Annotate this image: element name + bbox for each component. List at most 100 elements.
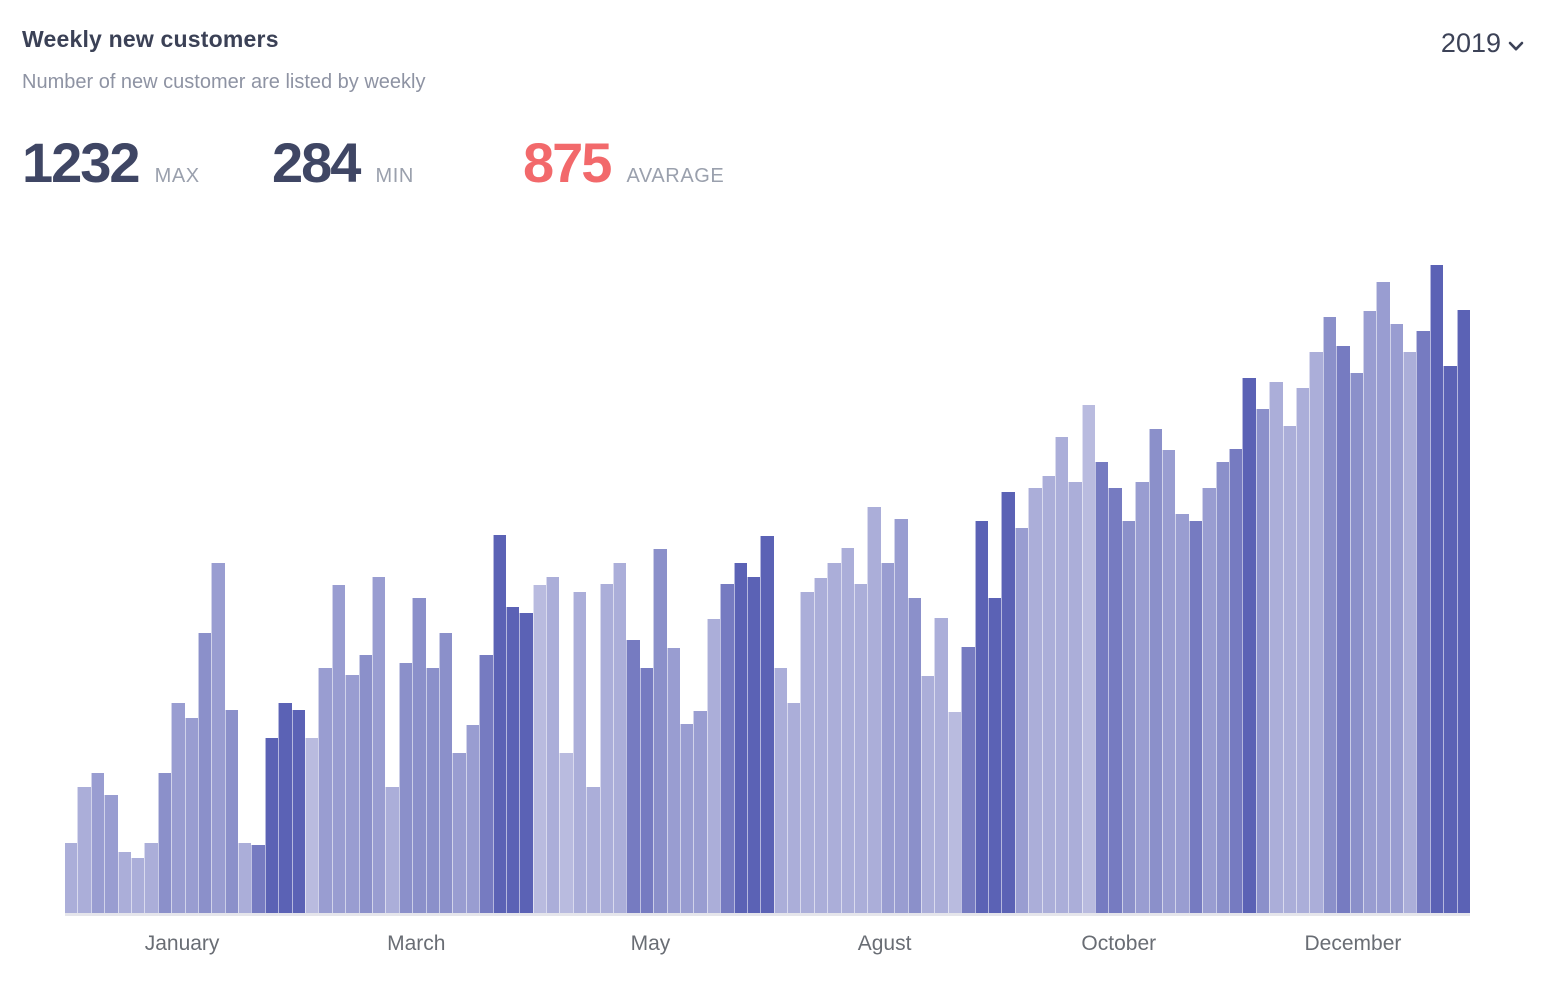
bar-week-64[interactable] — [907, 597, 921, 913]
bar-week-103[interactable] — [1429, 265, 1444, 913]
bar-week-76[interactable] — [1068, 482, 1082, 913]
bar-week-11[interactable] — [197, 633, 212, 913]
bar-week-77[interactable] — [1081, 404, 1096, 913]
bar-week-45[interactable] — [653, 549, 667, 913]
bar-week-61[interactable] — [867, 506, 881, 913]
bar-week-95[interactable] — [1322, 317, 1337, 913]
bar-week-100[interactable] — [1389, 323, 1404, 913]
bar-week-42[interactable] — [613, 563, 627, 913]
bar-week-105[interactable] — [1456, 310, 1471, 913]
bar-week-50[interactable] — [720, 583, 734, 913]
bar-week-5[interactable] — [117, 852, 131, 913]
bar-week-55[interactable] — [787, 703, 801, 913]
bar-week-93[interactable] — [1295, 388, 1310, 913]
bar-week-58[interactable] — [827, 563, 841, 913]
bar-week-98[interactable] — [1362, 310, 1377, 913]
bar-week-68[interactable] — [961, 646, 975, 913]
bar-week-43[interactable] — [626, 640, 640, 913]
bar-week-79[interactable] — [1108, 488, 1122, 913]
bar-week-104[interactable] — [1443, 366, 1457, 913]
bar-week-75[interactable] — [1054, 437, 1069, 913]
bar-week-66[interactable] — [934, 617, 948, 913]
bar-week-99[interactable] — [1376, 281, 1390, 913]
bar-week-60[interactable] — [854, 583, 868, 913]
bar-week-4[interactable] — [104, 795, 118, 913]
bar-week-36[interactable] — [532, 584, 547, 913]
bar-week-80[interactable] — [1121, 521, 1136, 913]
bar-week-90[interactable] — [1255, 409, 1270, 913]
bar-week-20[interactable] — [318, 667, 332, 913]
bar-week-12[interactable] — [211, 563, 225, 913]
bar-week-34[interactable] — [505, 606, 520, 913]
bar-week-44[interactable] — [639, 667, 654, 913]
bar-week-91[interactable] — [1269, 381, 1283, 913]
bar-week-101[interactable] — [1403, 351, 1417, 913]
bar-week-52[interactable] — [746, 576, 761, 913]
bar-week-19[interactable] — [305, 737, 319, 913]
bar-week-15[interactable] — [251, 845, 265, 913]
bar-week-2[interactable] — [77, 786, 91, 913]
bar-week-89[interactable] — [1242, 378, 1256, 913]
bar-week-73[interactable] — [1028, 488, 1042, 913]
bar-week-6[interactable] — [130, 857, 145, 913]
bar-week-41[interactable] — [599, 583, 614, 913]
bar-week-21[interactable] — [331, 584, 346, 913]
bar-week-81[interactable] — [1135, 482, 1149, 913]
bar-week-27[interactable] — [412, 597, 426, 913]
bar-week-39[interactable] — [572, 592, 587, 913]
bar-week-16[interactable] — [264, 737, 279, 913]
bar-week-29[interactable] — [438, 633, 453, 913]
bar-week-35[interactable] — [519, 613, 533, 913]
bar-week-97[interactable] — [1349, 372, 1363, 913]
bar-week-22[interactable] — [345, 675, 359, 913]
bar-week-32[interactable] — [479, 655, 493, 913]
bar-week-83[interactable] — [1162, 450, 1176, 913]
bar-week-102[interactable] — [1416, 330, 1430, 913]
bar-week-56[interactable] — [800, 592, 814, 913]
bar-week-57[interactable] — [813, 577, 828, 913]
bar-week-3[interactable] — [90, 773, 105, 913]
bar-week-87[interactable] — [1215, 462, 1229, 913]
bar-week-92[interactable] — [1282, 425, 1296, 913]
bar-week-23[interactable] — [358, 655, 372, 913]
bar-week-18[interactable] — [291, 709, 306, 913]
bar-week-7[interactable] — [144, 843, 158, 913]
bar-week-38[interactable] — [559, 753, 573, 913]
bar-week-8[interactable] — [157, 773, 172, 913]
bar-week-62[interactable] — [880, 563, 895, 913]
bar-week-28[interactable] — [425, 667, 439, 913]
bar-week-63[interactable] — [894, 519, 908, 913]
bar-week-24[interactable] — [371, 576, 386, 913]
bar-week-78[interactable] — [1095, 462, 1109, 913]
bar-week-70[interactable] — [987, 597, 1002, 913]
bar-week-96[interactable] — [1336, 346, 1350, 913]
bar-week-72[interactable] — [1014, 528, 1029, 913]
bar-week-74[interactable] — [1041, 475, 1055, 913]
year-selector[interactable]: 2019 — [1441, 28, 1524, 59]
bar-week-1[interactable] — [65, 843, 78, 913]
bar-week-85[interactable] — [1188, 521, 1203, 913]
bar-week-31[interactable] — [465, 725, 480, 913]
bar-week-48[interactable] — [693, 711, 707, 913]
bar-week-47[interactable] — [679, 724, 694, 913]
bar-week-86[interactable] — [1202, 488, 1216, 913]
bar-week-17[interactable] — [278, 703, 292, 913]
bar-week-69[interactable] — [974, 521, 988, 913]
bar-week-9[interactable] — [171, 703, 185, 913]
bar-week-88[interactable] — [1228, 449, 1243, 913]
bar-week-49[interactable] — [706, 618, 721, 913]
bar-week-59[interactable] — [840, 547, 855, 913]
bar-week-54[interactable] — [773, 667, 788, 913]
bar-week-53[interactable] — [760, 535, 774, 913]
bar-week-14[interactable] — [238, 843, 252, 913]
bar-week-33[interactable] — [492, 534, 506, 913]
bar-week-82[interactable] — [1148, 429, 1163, 913]
bar-week-10[interactable] — [184, 717, 198, 913]
bar-week-46[interactable] — [666, 647, 680, 913]
bar-week-30[interactable] — [452, 753, 466, 913]
bar-week-65[interactable] — [921, 675, 935, 913]
bar-week-13[interactable] — [224, 709, 239, 913]
bar-week-25[interactable] — [385, 786, 399, 913]
bar-week-84[interactable] — [1175, 513, 1189, 913]
bar-week-51[interactable] — [733, 563, 747, 913]
